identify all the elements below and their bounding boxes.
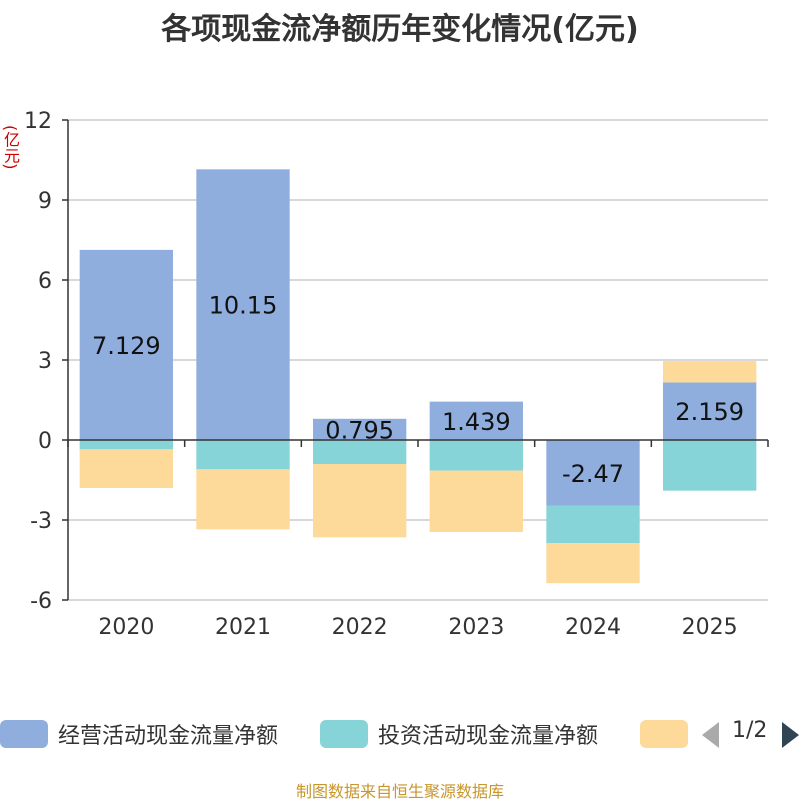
x-tick-label: 2025 xyxy=(682,615,738,640)
legend-item-financing[interactable] xyxy=(640,716,698,752)
bar-2020-series-0[interactable] xyxy=(79,249,173,440)
bar-2025-series-1[interactable] xyxy=(663,440,757,491)
bar-2023-series-0[interactable] xyxy=(429,401,523,440)
bar-2022-series-0[interactable] xyxy=(313,418,407,440)
x-tick-label: 2022 xyxy=(332,615,388,640)
bar-2021-series-0[interactable] xyxy=(196,169,290,441)
bar-2022-series-1[interactable] xyxy=(313,440,407,464)
y-tick-label: 3 xyxy=(38,349,52,374)
legend-label-operating: 经营活动现金流量净额 xyxy=(58,724,279,749)
bar-2023-series-2[interactable] xyxy=(429,470,523,532)
legend-page-indicator: 1/2 xyxy=(732,718,768,743)
y-tick-label: 9 xyxy=(38,189,52,214)
legend-item-operating[interactable]: 经营活动现金流量净额 xyxy=(0,716,278,752)
x-tick-label: 2020 xyxy=(98,615,154,640)
y-tick-label: 0 xyxy=(38,429,52,454)
data-label-2021: 10.15 xyxy=(209,292,278,320)
bar-2021-series-1[interactable] xyxy=(196,440,290,470)
x-tick-label: 2021 xyxy=(215,615,271,640)
bar-2025-series-0[interactable] xyxy=(663,382,757,440)
legend-label-investing: 投资活动现金流量净额 xyxy=(378,724,599,749)
y-tick-label: 6 xyxy=(38,269,52,294)
y-tick-label: 12 xyxy=(24,109,52,134)
y-axis-unit: (亿元) xyxy=(1,124,20,170)
bar-2024-series-1[interactable] xyxy=(546,505,640,544)
legend-next-page-icon[interactable] xyxy=(782,722,799,748)
bar-2024-series-2[interactable] xyxy=(546,543,640,584)
bar-2023-series-1[interactable] xyxy=(429,440,523,471)
bar-2024-series-0[interactable] xyxy=(546,440,640,506)
x-tick-label: 2024 xyxy=(565,615,621,640)
x-tick-label: 2023 xyxy=(448,615,504,640)
bar-2025-series-2[interactable] xyxy=(663,361,757,383)
data-label-2023: 1.439 xyxy=(442,408,511,436)
chart-title: 各项现金流净额历年变化情况(亿元) xyxy=(161,12,639,47)
legend-swatch-operating xyxy=(0,720,48,748)
bar-2022-series-2[interactable] xyxy=(313,464,407,538)
legend-prev-page-icon[interactable] xyxy=(702,722,719,748)
data-label-2020: 7.129 xyxy=(92,332,161,360)
bar-2021-series-2[interactable] xyxy=(196,469,290,530)
footer-source: 制图数据来自恒生聚源数据库 xyxy=(295,782,504,801)
y-tick-label: -6 xyxy=(30,589,52,614)
data-label-2022: 0.795 xyxy=(325,416,394,444)
data-label-2024: -2.47 xyxy=(562,460,624,488)
legend-swatch-financing xyxy=(640,720,688,748)
data-label-2025: 2.159 xyxy=(675,398,744,426)
legend-item-investing[interactable]: 投资活动现金流量净额 xyxy=(320,716,598,752)
chart-plot: 12 9 6 3 0 -3 -6 2020 2021 2022 2023 2024 2025 7.129… xyxy=(24,109,769,640)
bar-2020-series-2[interactable] xyxy=(79,449,173,488)
bar-2020-series-1[interactable] xyxy=(79,440,173,450)
legend-swatch-investing xyxy=(320,720,368,748)
legend: 经营活动现金流量净额 投资活动现金流量净额 1/2 xyxy=(0,716,800,756)
y-tick-label: -3 xyxy=(30,509,52,534)
